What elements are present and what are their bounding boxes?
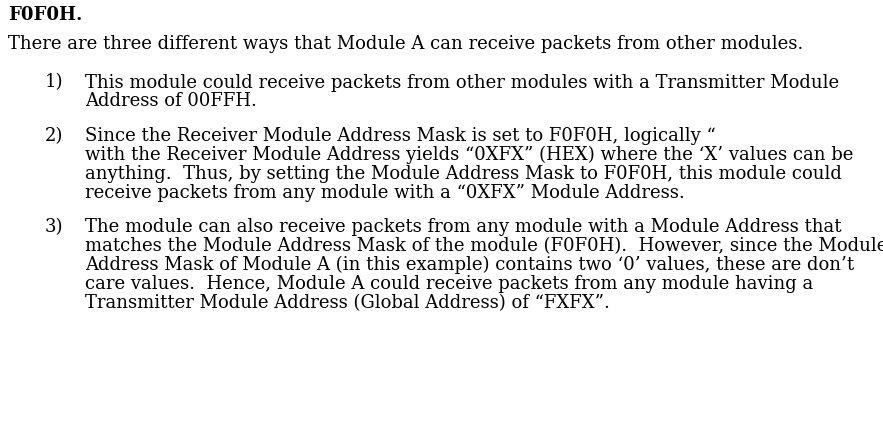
Text: Since the Receiver Module Address Mask is set to F0F0H, logically “: Since the Receiver Module Address Mask i… <box>85 127 716 145</box>
Text: F0F0H.: F0F0H. <box>8 6 82 24</box>
Text: matches the Module Address Mask of the module (F0F0H).  However, since the Modul: matches the Module Address Mask of the m… <box>85 237 883 255</box>
Text: Transmitter Module Address (Global Address) of “FXFX”.: Transmitter Module Address (Global Addre… <box>85 294 610 312</box>
Text: receive packets from any module with a “0XFX” Module Address.: receive packets from any module with a “… <box>85 184 684 202</box>
Text: care values.  Hence, Module A could receive packets from any module having a: care values. Hence, Module A could recei… <box>85 275 813 293</box>
Text: Address Mask of Module A (in this example) contains two ‘0’ values, these are do: Address Mask of Module A (in this exampl… <box>85 256 854 274</box>
Text: The module can also receive packets from any module with a Module Address that: The module can also receive packets from… <box>85 218 841 236</box>
Text: Address of 00FFH.: Address of 00FFH. <box>85 93 257 111</box>
Text: 2): 2) <box>45 127 64 145</box>
Text: 1): 1) <box>45 73 64 91</box>
Text: This module could receive packets from other modules with a Transmitter Module: This module could receive packets from o… <box>85 73 839 91</box>
Text: anything.  Thus, by setting the Module Address Mask to F0F0H, this module could: anything. Thus, by setting the Module Ad… <box>85 165 841 183</box>
Text: with the Receiver Module Address yields “0XFX” (HEX) where the ‘X’ values can be: with the Receiver Module Address yields … <box>85 146 853 164</box>
Text: There are three different ways that Module A can receive packets from other modu: There are three different ways that Modu… <box>8 35 804 53</box>
Text: 3): 3) <box>45 218 64 236</box>
